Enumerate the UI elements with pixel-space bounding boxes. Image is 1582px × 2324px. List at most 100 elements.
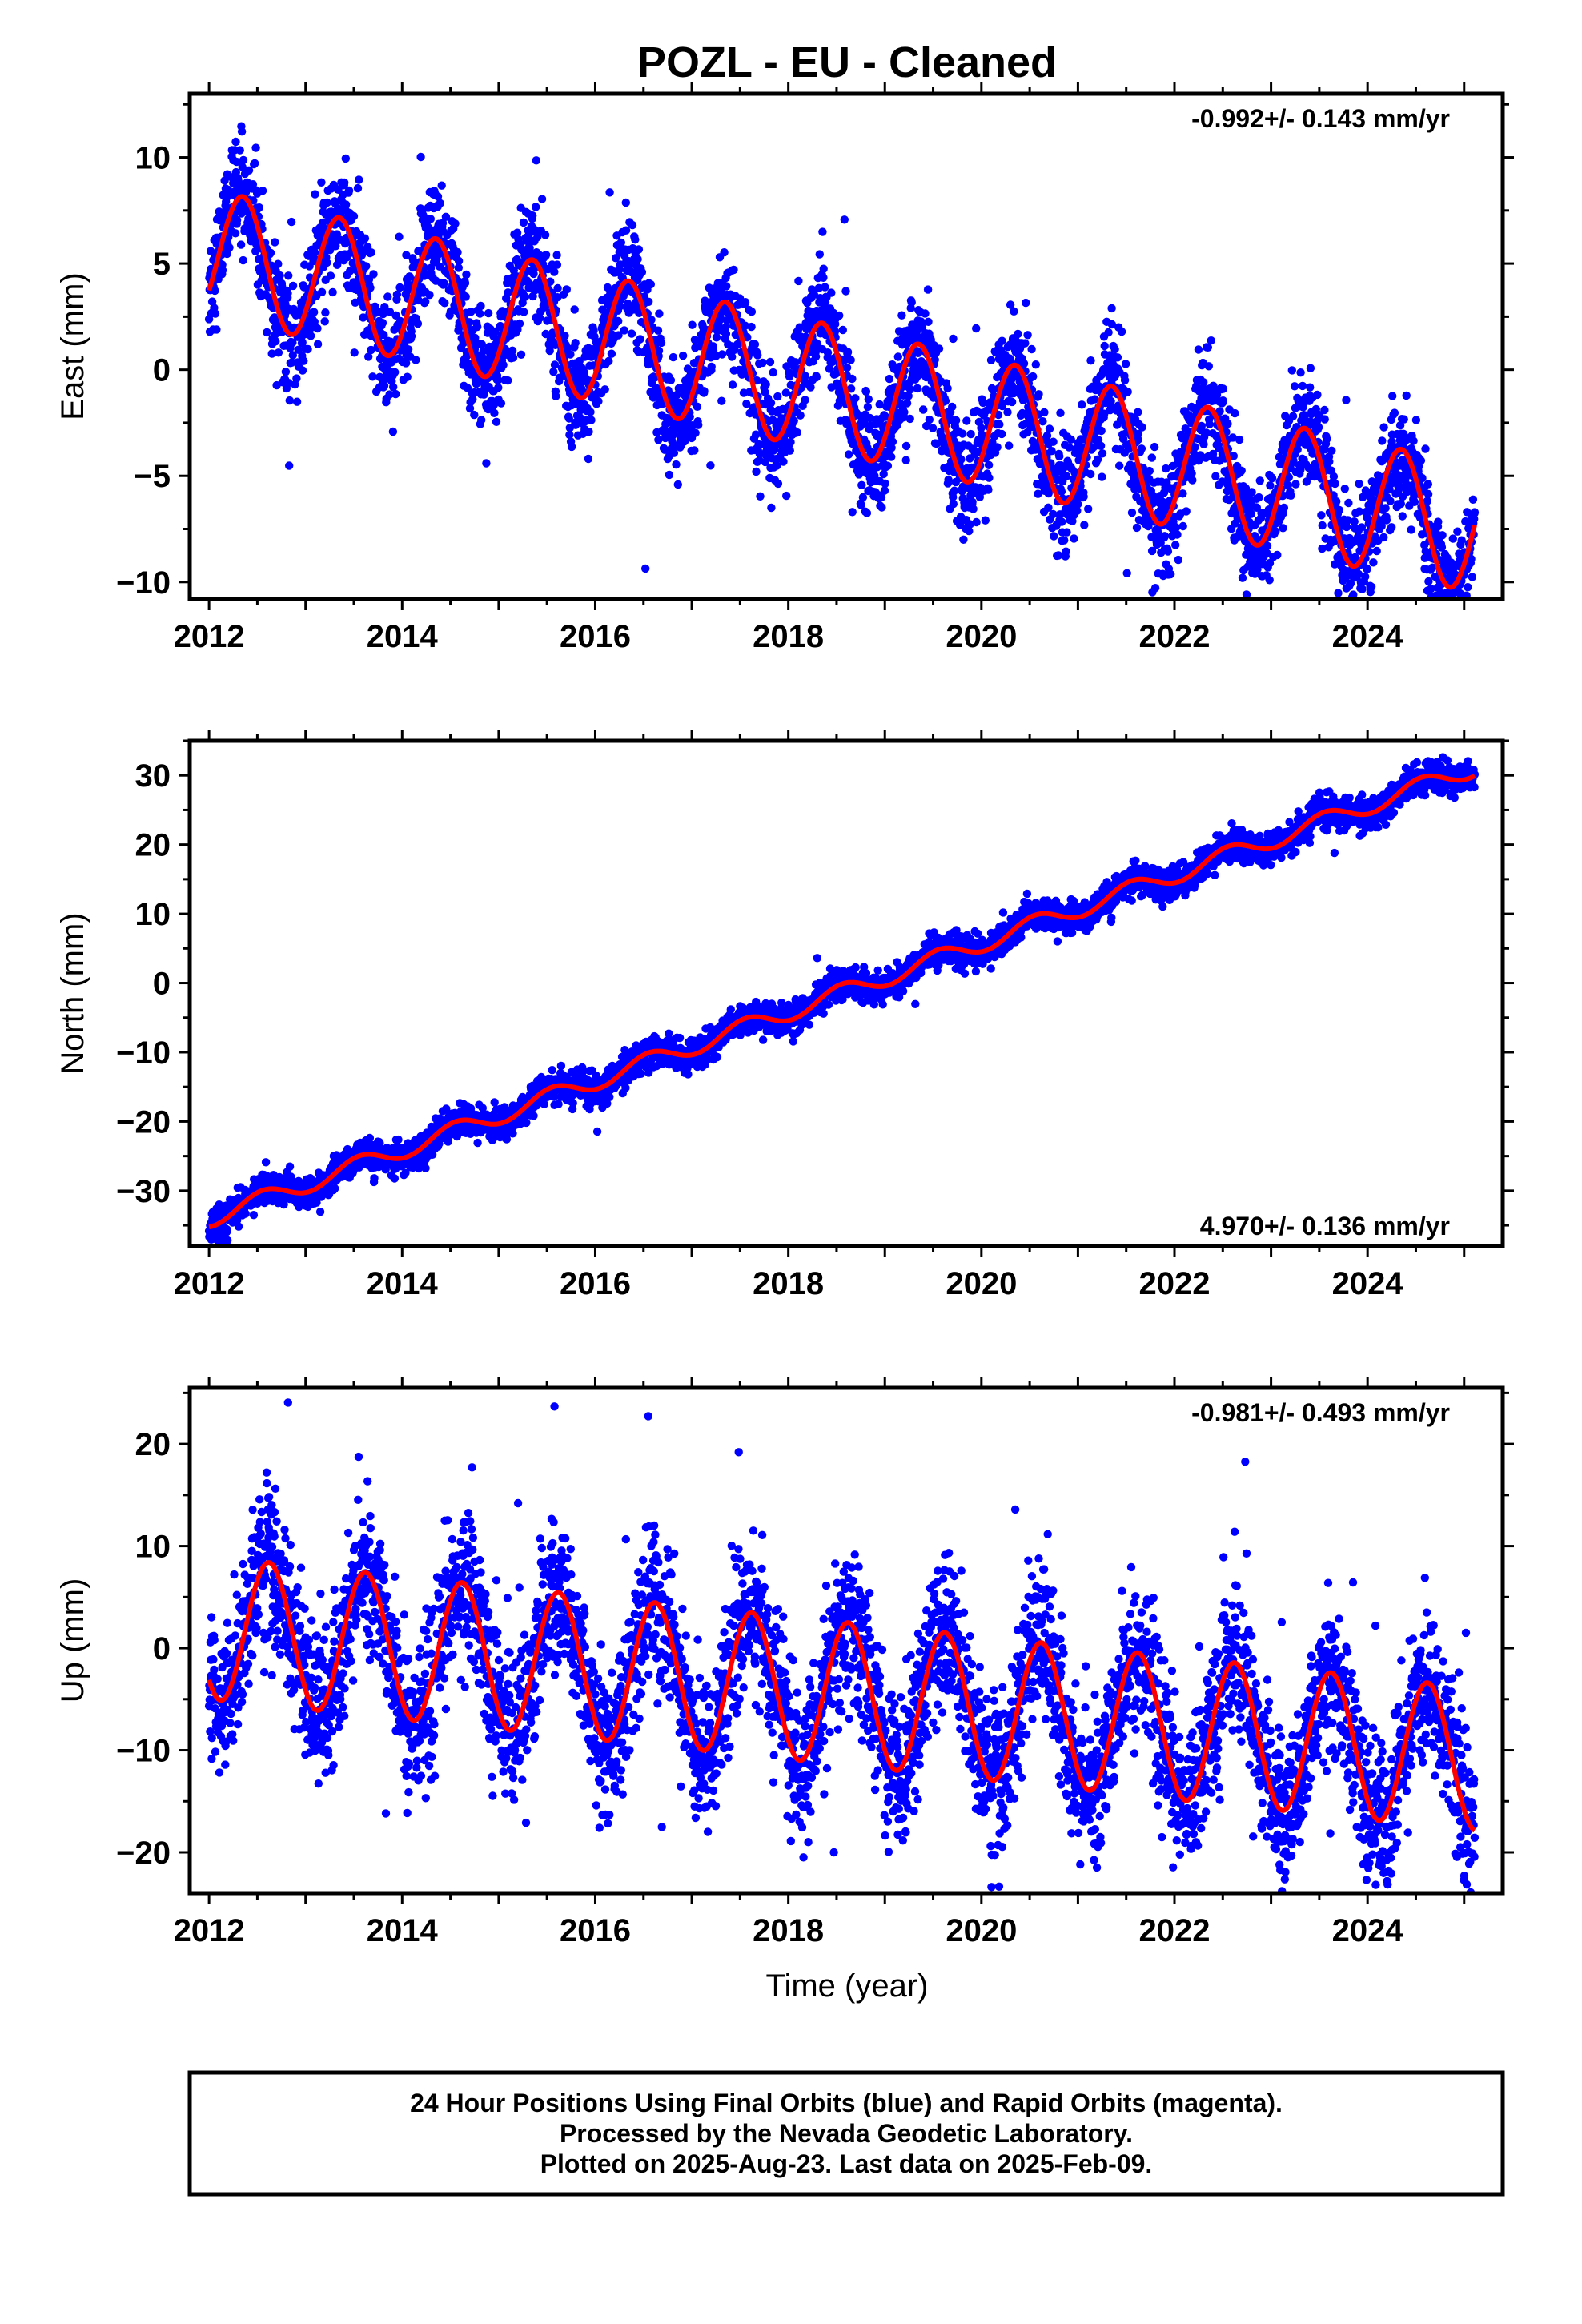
east-point: [494, 383, 503, 392]
east-point: [391, 311, 400, 320]
east-point: [1468, 573, 1477, 581]
east-point: [1434, 517, 1443, 526]
east-point: [367, 248, 375, 257]
east-point: [1453, 527, 1462, 536]
east-point: [944, 475, 953, 485]
east-point: [1174, 555, 1183, 565]
east-point: [1386, 497, 1395, 505]
east-point: [323, 198, 331, 207]
east-point: [801, 372, 810, 380]
east-point: [1340, 485, 1350, 493]
east-point: [317, 287, 327, 296]
east-point: [969, 505, 978, 513]
east-point: [587, 416, 596, 424]
east-point: [977, 424, 986, 432]
east-point: [1288, 412, 1298, 420]
east-point: [251, 159, 259, 168]
east-point: [1042, 431, 1052, 440]
east-point: [1334, 589, 1343, 597]
east-point: [567, 442, 576, 452]
east-point: [865, 413, 874, 423]
east-point: [1060, 536, 1069, 545]
east-point: [1023, 428, 1032, 437]
east-point: [267, 349, 276, 358]
east-y-axis-label: East (mm): [55, 272, 90, 420]
east-point: [966, 520, 974, 529]
east-point: [1291, 480, 1300, 489]
east-point: [819, 273, 828, 282]
east-point: [546, 277, 555, 286]
east-point: [862, 509, 872, 517]
east-point: [476, 309, 484, 318]
east-point: [846, 356, 855, 364]
east-point: [426, 215, 435, 223]
east-point: [255, 203, 263, 212]
east-point: [364, 352, 373, 361]
east-point: [669, 448, 679, 457]
east-point: [1134, 408, 1142, 416]
east-point: [1022, 298, 1030, 308]
east-point: [292, 374, 301, 383]
east-point: [1266, 481, 1275, 490]
east-x-tick-label: 2012: [174, 619, 245, 654]
east-point: [1265, 576, 1274, 585]
east-point: [1344, 498, 1353, 508]
east-point: [1044, 503, 1053, 512]
east-point: [881, 412, 890, 421]
east-point: [1057, 487, 1066, 496]
east-point: [1205, 420, 1214, 428]
east-point: [1306, 364, 1315, 372]
east-point: [1153, 528, 1162, 537]
east-point: [758, 358, 767, 368]
east-point: [389, 383, 398, 392]
east-point: [1287, 366, 1297, 375]
east-point: [1171, 541, 1180, 549]
east-point: [508, 353, 518, 362]
east-point: [633, 255, 642, 263]
east-point: [819, 264, 828, 273]
east-point: [767, 503, 776, 513]
east-point: [1470, 508, 1480, 517]
east-point: [666, 390, 675, 399]
east-point: [258, 187, 267, 195]
east-point: [1399, 415, 1408, 424]
east-point: [584, 454, 593, 464]
east-point: [586, 408, 595, 416]
east-point: [897, 311, 906, 320]
east-point: [1398, 512, 1407, 521]
east-point: [1047, 447, 1056, 456]
east-point: [600, 385, 609, 394]
east-point: [806, 383, 815, 392]
east-point: [959, 535, 968, 544]
east-point: [218, 266, 227, 275]
east-point: [1137, 444, 1146, 453]
east-y-tick-label: 5: [153, 247, 171, 282]
east-point: [311, 248, 319, 257]
east-point: [690, 446, 699, 455]
east-point: [1320, 405, 1329, 415]
east-point: [1003, 408, 1012, 416]
east-point: [438, 219, 448, 227]
east-point: [1379, 533, 1388, 542]
east-point: [1238, 573, 1247, 582]
east-point: [368, 372, 377, 381]
east-point: [1237, 466, 1246, 475]
east-point: [785, 446, 794, 455]
east-point: [537, 195, 547, 203]
east-point: [627, 329, 636, 338]
east-point: [951, 416, 961, 425]
east-point: [594, 396, 603, 406]
east-point: [244, 166, 254, 175]
east-point: [717, 396, 726, 405]
east-point: [1132, 523, 1142, 533]
east-point: [1062, 472, 1071, 480]
east-point: [1107, 320, 1117, 329]
east-point: [1279, 503, 1289, 513]
east-point: [769, 368, 777, 377]
east-point: [490, 408, 499, 417]
east-point: [388, 427, 398, 436]
east-point: [981, 516, 990, 525]
east-point: [355, 175, 363, 184]
east-x-tick-label: 2018: [753, 619, 824, 654]
east-point: [403, 372, 412, 381]
